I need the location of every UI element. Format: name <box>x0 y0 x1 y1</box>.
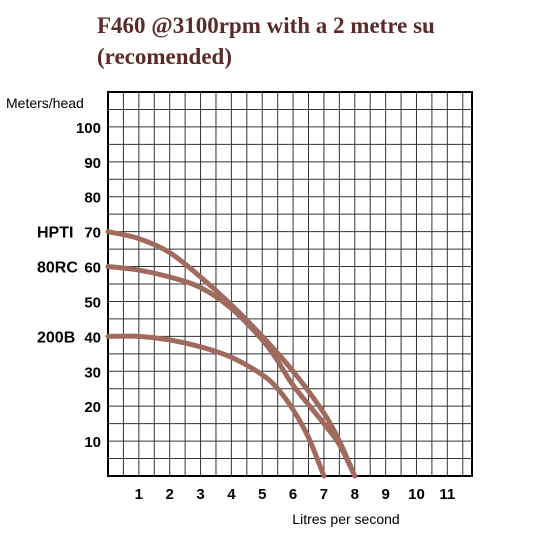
series-label-200b: 200B <box>37 329 75 346</box>
x-tick-label: 3 <box>196 486 204 503</box>
x-tick-label: 4 <box>227 486 236 503</box>
x-tick-label: 1 <box>135 486 143 503</box>
series-label-hpti: HPTI <box>37 225 73 242</box>
chart-title-line2: (recomended) <box>97 44 232 69</box>
x-tick-label: 7 <box>320 486 328 503</box>
x-tick-label: 10 <box>408 486 425 503</box>
plot-border <box>107 91 473 477</box>
pump-curve-80rc <box>105 264 358 479</box>
chart-title-line1: F460 @3100rpm with a 2 metre su <box>97 13 435 38</box>
y-tick-label: 50 <box>84 294 101 311</box>
y-tick-label: 10 <box>84 434 101 451</box>
y-tick-label: 60 <box>84 260 101 277</box>
y-tick-label: 30 <box>84 364 101 381</box>
y-tick-label: 90 <box>84 155 101 172</box>
chart-title: F460 @3100rpm with a 2 metre su (recomen… <box>97 10 527 72</box>
y-tick-label: 100 <box>76 120 101 137</box>
x-tick-label: 8 <box>351 486 359 503</box>
series-label-80rc: 80RC <box>37 260 78 277</box>
y-tick-label: 20 <box>84 399 101 416</box>
x-tick-label: 2 <box>166 486 174 503</box>
y-axis-label: Meters/head <box>6 95 84 111</box>
pump-curve-200b <box>105 333 327 479</box>
y-tick-label: 80 <box>84 190 101 207</box>
x-tick-label: 9 <box>381 486 389 503</box>
y-tick-label: 70 <box>84 225 101 242</box>
y-tick-label: 40 <box>84 329 101 346</box>
x-axis-label: Litres per second <box>292 511 399 527</box>
x-tick-label: 5 <box>258 486 266 503</box>
x-tick-label: 11 <box>439 486 455 503</box>
x-tick-label: 6 <box>289 486 297 503</box>
